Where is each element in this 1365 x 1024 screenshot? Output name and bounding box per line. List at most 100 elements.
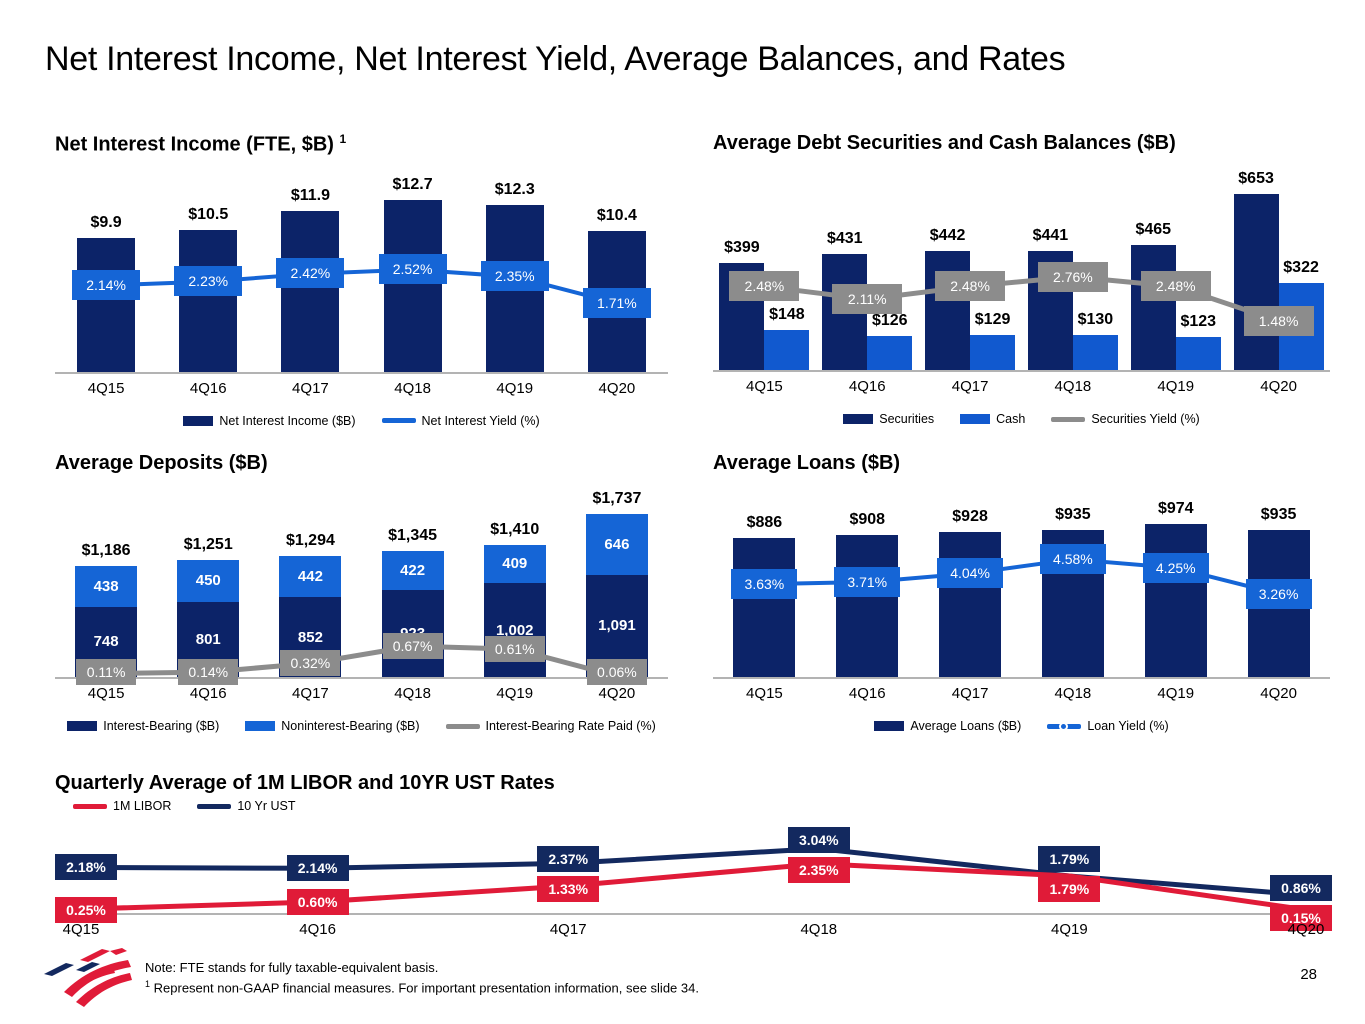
bar-4Q19	[1144, 524, 1207, 677]
securities-yield--label: 2.11%	[832, 284, 903, 315]
10-yr-ust-label: 3.04%	[787, 827, 850, 854]
loan-yield--label: 4.58%	[1039, 544, 1106, 575]
legend-item-interest-bearing-b-: Interest-Bearing ($B)	[67, 719, 219, 733]
bar-value-label: $399	[724, 238, 760, 256]
bar-cash-4Q17	[970, 335, 1016, 370]
bar-value-label: $935	[1055, 506, 1091, 524]
bar-4Q15	[77, 237, 136, 372]
line-legend-marker-icon	[381, 418, 416, 424]
legend-label: Noninterest-Bearing ($B)	[281, 719, 420, 733]
legend-label: Interest-Bearing ($B)	[103, 719, 220, 733]
libor-ust-plot-area: 2.18% 2.14% 2.37% 3.04% 1.79% 0.86% 0.25% 0.60%…	[55, 819, 1332, 932]
securities-cash-x-axis-labels: 4Q15 4Q16 4Q17 4Q18 4Q19 4Q20	[713, 378, 1330, 400]
1m-libor-line	[64, 861, 1323, 915]
x-axis-label-4Q19: 4Q19	[496, 685, 534, 702]
net-interest-yield--label: 2.35%	[480, 261, 549, 292]
deposits-legend: Interest-Bearing ($B) Noninterest-Bearing…	[55, 719, 668, 733]
legend-label: Interest-Bearing Rate Paid (%)	[485, 719, 656, 733]
x-axis-label-4Q18: 4Q18	[394, 379, 431, 397]
bar-legend-marker-icon	[960, 414, 991, 424]
10-yr-ust-label: 2.37%	[537, 846, 600, 873]
line-legend-marker-icon	[73, 803, 107, 809]
bar-value-label: $9.9	[90, 213, 122, 231]
legend-item-interest-bearing-rate-paid-: Interest-Bearing Rate Paid (%)	[445, 719, 656, 733]
1m-libor-label: 2.35%	[787, 857, 850, 884]
bar-value-label: $10.4	[596, 206, 637, 224]
x-axis-label-4Q19: 4Q19	[1051, 921, 1088, 938]
page-title: Net Interest Income, Net Interest Yield,…	[45, 40, 1066, 78]
bar-legend-marker-icon	[67, 721, 98, 731]
chart-securities-cash: Average Debt Securities and Cash Balance…	[713, 132, 1330, 426]
legend-label: Loan Yield (%)	[1087, 719, 1169, 733]
segment-noninterest-bearing-b-: 422	[381, 550, 444, 591]
bar-total-label: $1,737	[592, 490, 642, 508]
nii-plot-area: $9.9 $10.5 $11.9 $12.7 $12.3 $10.4 2.14% 2.23% 2…	[55, 167, 668, 374]
bar-value-label: $465	[1135, 221, 1172, 238]
bar-value-label: $441	[1032, 227, 1069, 245]
legend-item-noninterest-bearing-b-: Noninterest-Bearing ($B)	[245, 719, 420, 733]
nii-line-layer	[104, 267, 619, 305]
net-interest-yield--label: 2.23%	[174, 266, 243, 297]
legend-item-securities: Securities	[843, 412, 934, 426]
chart-title-average-loans: Average Loans ($B)	[713, 452, 1330, 475]
deposits-line-layer	[103, 643, 620, 679]
bar-4Q18	[383, 199, 442, 372]
x-axis-label-4Q16: 4Q16	[848, 685, 886, 702]
bar-value-label: $10.5	[188, 205, 229, 223]
loans-line-layer	[762, 557, 1281, 596]
bank-flag-icon	[44, 948, 132, 1007]
bar-value-label: $935	[1260, 506, 1297, 524]
segment-noninterest-bearing-b-: 450	[177, 559, 240, 602]
x-axis-label-4Q17: 4Q17	[292, 379, 329, 397]
bar-value-label: $908	[849, 510, 886, 528]
x-axis-label-4Q17: 4Q17	[549, 921, 587, 938]
legend-item-1m-libor: 1M LIBOR	[73, 799, 171, 813]
legend-label: Net Interest Income ($B)	[219, 413, 356, 428]
bar-value-label: $11.9	[290, 186, 330, 204]
interest-bearing-rate-paid--label: 0.61%	[484, 636, 545, 663]
net-interest-yield--label: 2.52%	[378, 254, 447, 285]
x-axis-label-4Q18: 4Q18	[394, 685, 431, 702]
bar-legend-marker-icon	[183, 415, 214, 426]
bar-value-label: $129	[974, 311, 1011, 329]
legend-label: 10 Yr UST	[237, 799, 296, 813]
x-axis-label-4Q20: 4Q20	[1260, 685, 1297, 702]
nii-legend: Net Interest Income ($B) Net Interest Yie…	[55, 414, 668, 428]
10-yr-ust-line	[64, 846, 1323, 899]
bar-value-label: $126	[871, 312, 908, 330]
legend-item-net-interest-yield-: Net Interest Yield (%)	[381, 414, 540, 428]
interest-bearing-rate-paid--label: 0.06%	[586, 659, 647, 685]
x-axis-label-4Q17: 4Q17	[951, 685, 989, 702]
interest-bearing-rate-paid--label: 0.11%	[76, 659, 137, 685]
bar-total-label: $1,251	[183, 535, 233, 553]
nii-x-axis-labels: 4Q15 4Q16 4Q17 4Q18 4Q19 4Q20	[55, 380, 668, 402]
bar-value-label: $974	[1157, 500, 1194, 518]
loans-plot-area: $886 $908 $928 $935 $974 $935 3.63% 3.71% 4.04% 4…	[713, 483, 1330, 679]
bank-of-america-logo	[36, 946, 132, 1013]
loan-yield--label: 4.04%	[937, 558, 1004, 589]
securities-yield--label: 2.48%	[935, 271, 1006, 302]
x-axis-label-4Q15: 4Q15	[746, 378, 783, 395]
bar-value-label: $148	[769, 306, 805, 324]
x-axis-label-4Q18: 4Q18	[1054, 378, 1092, 395]
10-yr-ust-label: 0.86%	[1270, 875, 1332, 902]
x-axis-label-4Q15: 4Q15	[746, 685, 783, 702]
x-axis-label-4Q19: 4Q19	[1157, 378, 1195, 395]
x-axis-label-4Q20: 4Q20	[598, 379, 636, 397]
bar-4Q16	[836, 534, 899, 677]
chart-title-securities-cash: Average Debt Securities and Cash Balance…	[713, 132, 1330, 155]
legend-item-loan-yield-: Loan Yield (%)	[1047, 719, 1169, 733]
bar-value-label: $442	[929, 227, 966, 245]
bar-total-label: $1,410	[490, 520, 540, 538]
bar-securities-4Q20	[1233, 194, 1279, 370]
x-axis-label-4Q15: 4Q15	[62, 921, 100, 938]
bar-value-label: $653	[1238, 170, 1274, 188]
loans-legend: Average Loans ($B) Loan Yield (%)	[713, 719, 1330, 733]
net-interest-yield--label: 2.14%	[72, 270, 141, 301]
chart-average-deposits: Average Deposits ($B) 748 438 $1,186 801 450…	[55, 452, 668, 733]
x-axis-label-4Q19: 4Q19	[1157, 685, 1195, 702]
bar-legend-marker-icon	[874, 721, 905, 731]
legend-label: 1M LIBOR	[113, 799, 172, 813]
securities-cash-legend: Securities Cash Securities Yield (%)	[713, 412, 1330, 426]
